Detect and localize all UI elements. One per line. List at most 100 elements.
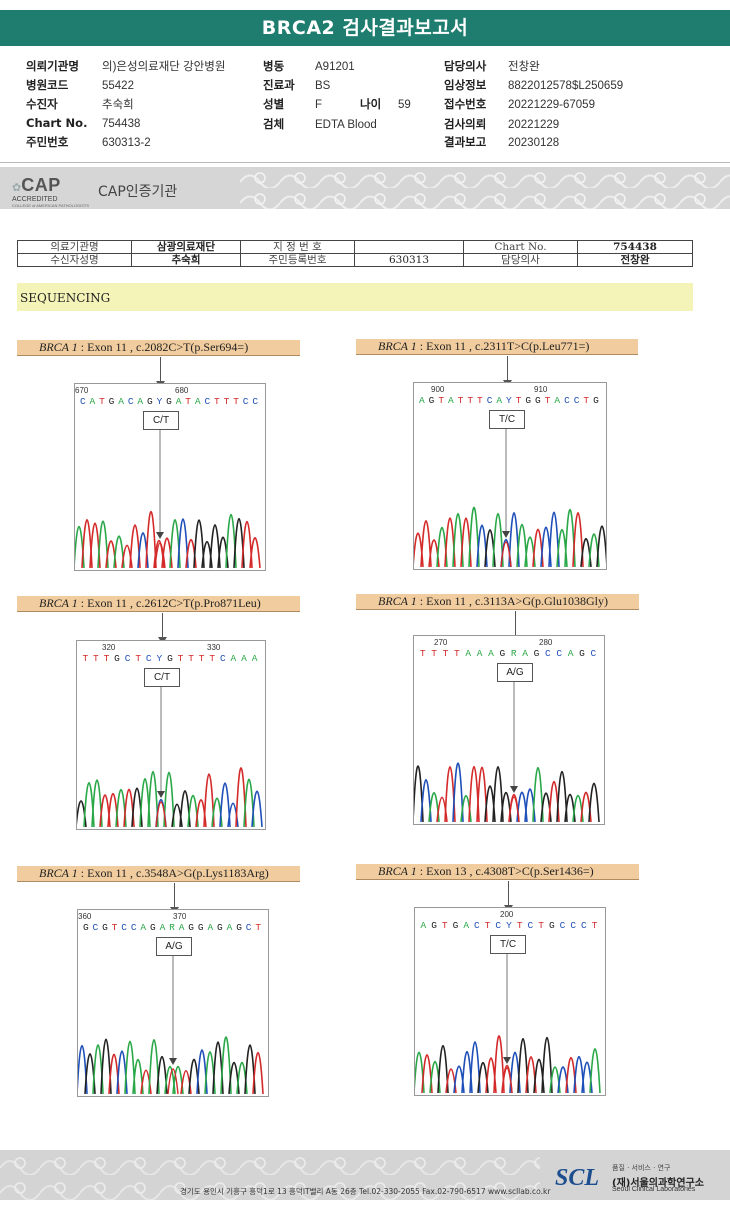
trace-peak: [148, 1039, 160, 1095]
trace-peak: [492, 513, 504, 568]
base-letter: C: [573, 395, 580, 406]
variant-label: BRCA 1 : Exon 11 , c.2082C>T(p.Ser694=): [17, 340, 300, 356]
base-letter: A: [230, 653, 237, 664]
pointer-arrowhead: [510, 786, 518, 793]
table-row: 의료기관명 삼광의료재단 지 정 번 호 Chart No. 754438: [17, 240, 693, 254]
chromatogram-trace: [415, 953, 601, 1094]
pointer-arrowhead: [157, 791, 165, 798]
genotype-call: A/G: [497, 663, 533, 682]
trace-peak: [517, 1038, 529, 1094]
chromatogram-trace: [414, 681, 600, 823]
chromatogram-panel: 900 910 A G T A T T T C A Y T G G T A C C T G T/C: [413, 382, 607, 570]
heterozygous-peak: [508, 796, 520, 823]
table-cell: 630313: [354, 253, 464, 267]
base-letter: Y: [506, 920, 512, 931]
sex-row: 성별 F 나이 59: [263, 97, 411, 111]
scl-tagline: 품질 · 서비스 · 연구: [612, 1164, 671, 1172]
base-letter: T: [538, 920, 544, 931]
rrn-row: 주민번호 630313-2: [26, 135, 151, 149]
section-title: SEQUENCING: [20, 291, 111, 305]
base-letter: T: [591, 920, 598, 931]
chromatogram-trace: [75, 429, 261, 569]
chromatogram-panel: 200 A G T G A C T C Y T C T G C C C T T/C: [414, 907, 606, 1096]
base-letter: G: [548, 920, 555, 931]
base-letter: A: [241, 653, 247, 664]
base-letter: A: [522, 648, 528, 659]
trace-peak: [492, 766, 504, 823]
table-cell: 수신자성명: [17, 253, 132, 267]
base-letter: C: [556, 648, 563, 659]
heterozygous-peak: [154, 542, 166, 569]
base-letter: C: [527, 920, 534, 931]
base-letter: R: [169, 922, 175, 933]
base-letter: G: [535, 395, 541, 406]
cap-accredited: ACCREDITED: [12, 196, 58, 203]
chart-row: Chart No. 754438: [26, 116, 141, 130]
variant-description: : Exon 11 , c.2612C>T(p.Pro871Leu): [77, 596, 261, 610]
base-letter: A: [476, 648, 483, 659]
base-letter: C: [219, 653, 226, 664]
trace-peak: [437, 1044, 449, 1094]
trace-peak: [572, 512, 584, 568]
variant-description: : Exon 11 , c.2082C>T(p.Ser694=): [77, 340, 249, 354]
base-letter: G: [525, 395, 532, 406]
base-letter: A: [463, 920, 470, 931]
base-letter: C: [570, 920, 577, 931]
base-letter: T: [177, 653, 184, 664]
base-letter: T: [99, 396, 105, 407]
trace-peak: [163, 771, 175, 828]
trace-peak: [468, 506, 480, 568]
base-position: 360: [78, 912, 92, 921]
base-letter: C: [130, 922, 137, 933]
base-position: 910: [534, 385, 548, 394]
trace-peak: [220, 1036, 232, 1095]
cap-logo-top: ✿CAP: [12, 175, 61, 195]
trace-peak: [493, 1035, 505, 1094]
scl-logo: SCL: [555, 1165, 600, 1191]
heterozygous-peak: [155, 801, 167, 828]
base-letter: A: [567, 648, 574, 659]
base-letter: C: [124, 653, 131, 664]
doctor-row: 담당의사 전창완: [444, 59, 540, 73]
trace-peak: [469, 1041, 481, 1094]
genotype-call: A/G: [156, 937, 192, 956]
variant-description: : Exon 11 , c.2311T>C(p.Leu771=): [416, 339, 590, 353]
base-letter: T: [214, 396, 220, 407]
variant-label: BRCA 1 : Exon 11 , c.2311T>C(p.Leu771=): [356, 339, 638, 355]
base-letter: G: [428, 395, 435, 406]
base-letter: T: [93, 653, 99, 664]
base-position: 370: [173, 912, 187, 921]
trace-peak: [476, 766, 488, 823]
base-position: 270: [434, 638, 448, 647]
heterozygous-peak: [501, 1067, 513, 1094]
table-row: 수신자성명 추숙희 주민등록번호 630313 담당의사 전창완: [17, 253, 693, 267]
trace-peak: [541, 1037, 553, 1094]
hospital-code-row: 병원코드 55422: [26, 78, 134, 92]
divider: [0, 162, 730, 163]
table-cell: 삼광의료재단: [131, 240, 241, 254]
base-letter: C: [495, 920, 502, 931]
genotype-call: T/C: [489, 410, 525, 429]
base-letter: T: [441, 920, 448, 931]
base-letter: A: [420, 920, 427, 931]
variant-description: : Exon 13 , c.4308T>C(p.Ser1436=): [416, 864, 594, 878]
chromatogram-panel: 670 680 C A T G A C A G Y G A T A C T T T C C C/T: [74, 383, 266, 571]
base-letter: T: [431, 648, 437, 659]
base-letter: C: [559, 920, 566, 931]
patient-table: 의료기관명 삼광의료재단 지 정 번 호 Chart No. 754438 수신…: [17, 240, 693, 267]
base-letter: C: [92, 922, 99, 933]
trace-peak: [100, 1038, 112, 1095]
base-letter: T: [198, 653, 205, 664]
base-letter: T: [233, 396, 239, 407]
base-letter: Y: [156, 653, 163, 664]
base-letter: A: [175, 396, 182, 407]
base-letter: C: [590, 648, 597, 659]
ward-row: 병동 A91201: [263, 59, 355, 73]
table-cell: 주민등록번호: [240, 253, 355, 267]
base-letter: T: [515, 395, 522, 406]
base-position: 200: [500, 910, 514, 919]
